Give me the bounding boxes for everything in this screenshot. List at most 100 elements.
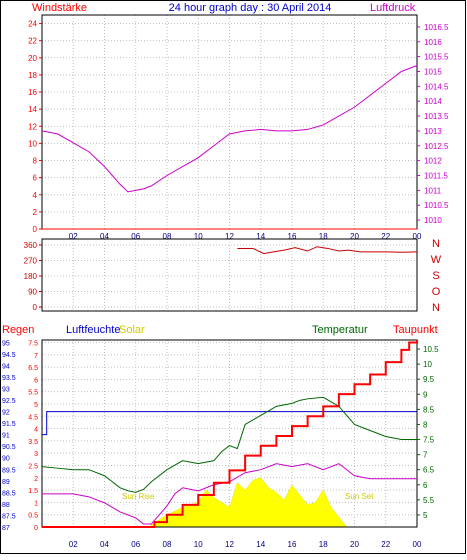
temp-tick-label: 9 xyxy=(423,390,428,399)
regen-label: Regen xyxy=(2,324,34,336)
rain-tick-label: 5 xyxy=(34,402,38,409)
panel1-x-tick-label: 00 xyxy=(413,232,422,241)
panel3-x-tick-label: 14 xyxy=(256,540,265,549)
panel1-yticks-right: 1010 1010.5 1011 1011.5 1012 1012.5 1013 1013.5… xyxy=(417,23,449,225)
panel1-left-tick-label: 6 xyxy=(33,174,38,183)
humidity-tick-label: 92 xyxy=(2,410,10,417)
panel1-left-tick-label: 14 xyxy=(28,105,37,114)
title-text: 24 hour graph day : 30 April 2014 xyxy=(169,2,332,14)
panel3-xticks: 02 04 06 08 10 12 14 16 18 20 22 00 xyxy=(69,540,422,549)
humidity-tick-label: 88.5 xyxy=(2,490,16,497)
taupunkt-label: Taupunkt xyxy=(393,324,438,336)
panel3-x-tick-label: 18 xyxy=(319,540,328,549)
humidity-tick-label: 93 xyxy=(2,386,10,393)
panel1-right-tick-label: 1013.5 xyxy=(424,112,449,121)
panel2-series xyxy=(237,246,418,255)
humidity-tick-label: 91.5 xyxy=(2,421,16,428)
panel1-left-tick-label: 16 xyxy=(28,88,37,97)
series-regen xyxy=(42,340,418,528)
humidity-tick-label: 94.5 xyxy=(2,352,16,359)
humidity-tick-label: 94 xyxy=(2,363,10,370)
humidity-tick-label: 95 xyxy=(2,340,10,347)
panel1-right-tick-label: 1012 xyxy=(424,157,442,166)
temp-tick-label: 9.5 xyxy=(423,375,435,384)
panel3-frame xyxy=(41,339,418,528)
panel1-right-tick-label: 1015.5 xyxy=(424,53,449,62)
panel1-left-tick-label: 10 xyxy=(28,139,37,148)
panel3-x-tick-label: 02 xyxy=(69,540,78,549)
panel2-yticks: 0 90 180 270 360 xyxy=(24,241,42,312)
humidity-tick-label: 91 xyxy=(2,433,10,440)
panel3-x-tick-label: 12 xyxy=(225,540,234,549)
temp-tick-label: 8 xyxy=(423,420,428,429)
panel1-x-tick-label: 20 xyxy=(350,232,359,241)
panel2-tick-label: 0 xyxy=(33,303,38,312)
panel1-x-tick-label: 02 xyxy=(69,232,78,241)
panel2-frame xyxy=(41,238,418,312)
temp-tick-label: 10 xyxy=(423,360,432,369)
temp-tick-label: 6 xyxy=(423,481,428,490)
rain-tick-label: 4 xyxy=(34,427,38,434)
wind-label: Windstärke xyxy=(32,2,87,14)
solar-label: Solar xyxy=(119,324,145,336)
panel3-x-tick-label: 00 xyxy=(413,540,422,549)
rain-tick-label: 5.5 xyxy=(28,390,38,397)
humidity-tick-label: 87.5 xyxy=(2,513,16,520)
compass-label: N xyxy=(432,302,440,314)
panel1-left-tick-label: 8 xyxy=(33,157,38,166)
series-luftfeuchte xyxy=(42,411,417,436)
compass-label: N xyxy=(432,238,440,250)
panel1-x-tick-label: 04 xyxy=(100,232,109,241)
rain-tick-label: 2 xyxy=(34,476,38,483)
humidity-tick-label: 87 xyxy=(2,525,10,532)
panel1-right-tick-label: 1016.5 xyxy=(424,23,449,32)
panel1-right-tick-label: 1016 xyxy=(424,38,442,47)
rain-tick-label: 7.5 xyxy=(28,340,38,347)
rain-tick-label: 4.5 xyxy=(28,414,38,421)
compass-label: W xyxy=(431,254,442,266)
rain-tick-label: 1.5 xyxy=(28,488,38,495)
panel1-x-tick-label: 12 xyxy=(225,232,234,241)
panel1-left-tick-label: 18 xyxy=(28,71,37,80)
rain-tick-label: 1 xyxy=(34,500,38,507)
panel1-x-tick-label: 18 xyxy=(319,232,328,241)
rain-tick-label: 3.5 xyxy=(28,439,38,446)
humidity-tick-label: 88 xyxy=(2,502,10,509)
humidity-tick-label: 90 xyxy=(2,456,10,463)
humidity-tick-label: 89 xyxy=(2,479,10,486)
panel3-x-tick-label: 08 xyxy=(163,540,172,549)
humidity-tick-label: 89.5 xyxy=(2,467,16,474)
panel3-series xyxy=(41,340,418,528)
panel1-right-tick-label: 1014.5 xyxy=(424,82,449,91)
temperatur-label: Temperatur xyxy=(312,324,368,336)
series-luftdruck xyxy=(41,65,418,193)
panel2-tick-label: 360 xyxy=(24,241,38,250)
sunrise-label: Sun Rise xyxy=(122,492,155,501)
rain-tick-label: 7 xyxy=(34,353,38,360)
rain-tick-label: 2.5 xyxy=(28,463,38,470)
humidity-tick-label: 90.5 xyxy=(2,444,16,451)
rain-tick-label: 6 xyxy=(34,377,38,384)
panel1-x-tick-label: 22 xyxy=(381,232,390,241)
sunset-label: Sun Set xyxy=(345,492,374,501)
panel1-series xyxy=(41,65,418,230)
panel1-left-tick-label: 24 xyxy=(28,20,37,29)
compass-label: S xyxy=(432,270,439,282)
rain-tick-label: 0 xyxy=(34,525,38,532)
temp-tick-label: 7 xyxy=(423,451,428,460)
rain-tick-label: 3 xyxy=(34,451,38,458)
panel1-right-tick-label: 1013 xyxy=(424,127,442,136)
panel1-x-tick-label: 14 xyxy=(256,232,265,241)
panel3-rain-ticks: 0 0.5 1 1.5 2 2.5 3 3.5 4 4.5 5 5.5 6 6.5 7 7.5 xyxy=(28,340,38,532)
humidity-tick-label: 93.5 xyxy=(2,375,16,382)
panel3-x-tick-label: 06 xyxy=(131,540,140,549)
panel1-right-tick-label: 1014 xyxy=(424,97,442,106)
panel3-temp-ticks: 5 5.5 6 6.5 7 7.5 8 8.5 9 9.5 10 10.5 xyxy=(417,345,439,520)
panel1-x-tick-label: 06 xyxy=(131,232,140,241)
panel1-left-tick-label: 22 xyxy=(28,37,37,46)
panel3-x-tick-label: 10 xyxy=(194,540,203,549)
